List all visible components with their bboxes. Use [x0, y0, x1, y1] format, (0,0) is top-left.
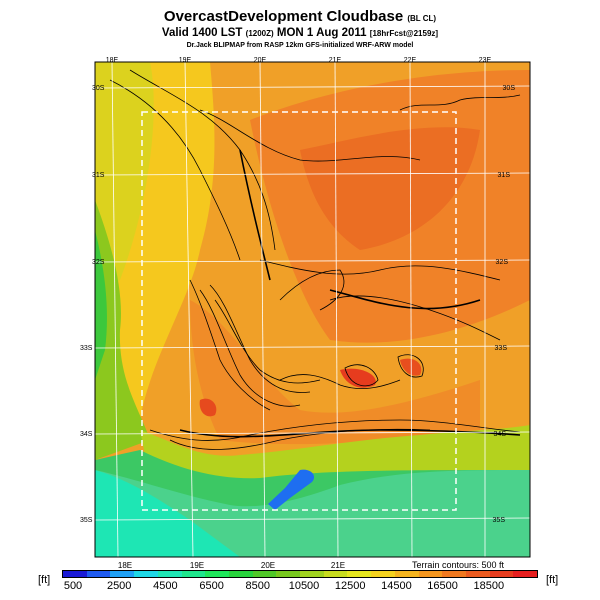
field-yellowgreen-south [140, 425, 530, 485]
inner-domain-box [141, 111, 457, 511]
lat-label-right: 35S [493, 517, 506, 524]
map-title: OvercastDevelopment Cloudbase (BL CL) [0, 8, 600, 25]
field-orange-south [190, 300, 480, 445]
model-description: Dr.Jack BLIPMAP from RASP 12km GFS-initi… [186, 42, 414, 49]
colorbar-unit-left: [ft] [38, 574, 51, 586]
colorbar-label: 14500 [381, 580, 412, 592]
map-frame [94, 61, 531, 558]
field-lightgreen-west [95, 62, 154, 300]
lon-labels-top: 18E 19E 20E 21E 22E 23E [106, 57, 492, 64]
lon-label-top: 23E [479, 57, 492, 64]
colorbar-swatch [86, 571, 111, 577]
colorbar-swatch [513, 571, 538, 577]
field-red-cell-1 [340, 368, 376, 388]
lon-label-bottom: 19E [190, 561, 204, 570]
terrain-contours-note: Terrain contours: 500 ft [411, 560, 504, 570]
colorbar-swatch [63, 571, 87, 577]
colorbar-swatch [181, 571, 206, 577]
colorbar-swatch [252, 571, 277, 577]
lat-label-right: 34S [494, 431, 507, 438]
map-subtitle: Valid 1400 LST (1200Z) MON 1 Aug 2011 [1… [0, 27, 600, 39]
lat-label-right: 32S [496, 259, 509, 266]
lon-label-bottom: 21E [331, 561, 345, 570]
colorbar-label: 8500 [245, 580, 271, 592]
forecast-date: MON 1 Aug 2011 [276, 27, 367, 39]
lat-label-left: 32S [92, 259, 105, 266]
field-blue-spot [268, 469, 315, 510]
lat-label-left: 31S [92, 172, 105, 179]
lat-label-left: 35S [80, 517, 93, 524]
zulu-time: (1200Z) [245, 29, 274, 38]
colorbar-swatch [394, 571, 419, 577]
colorbar-swatch [465, 571, 490, 577]
lat-label-left: 30S [92, 85, 105, 92]
colorbar-swatch [442, 571, 466, 577]
colorbar-swatch [347, 571, 372, 577]
colorbar-swatch [371, 571, 395, 577]
field-cyan-west [95, 470, 240, 557]
lat-label-right: 33S [495, 345, 508, 352]
colorbar-swatch [228, 571, 253, 577]
colorbar-swatch [134, 571, 158, 577]
colorbar-swatch [300, 571, 324, 577]
colorbar-swatch [323, 571, 348, 577]
lon-label-top: 20E [254, 57, 267, 64]
colorbar-unit-right: [ft] [546, 574, 559, 586]
colorbar [62, 570, 538, 578]
title-main: OvercastDevelopment Cloudbase [163, 8, 404, 25]
lon-label-bottom: 18E [118, 561, 132, 570]
field-red-cell-3 [400, 358, 422, 376]
colorbar-label: 6500 [199, 580, 224, 592]
colorbar-label: 18500 [473, 580, 505, 592]
lon-label-top: 19E [179, 57, 192, 64]
lat-label-right: 30S [503, 85, 516, 92]
lat-labels-left: 30S 31S 32S 33S 34S 35S [80, 85, 105, 524]
lat-label-right: 31S [498, 172, 511, 179]
lon-label-top: 21E [329, 57, 342, 64]
field-orange-core [300, 127, 480, 250]
field-darkgreen-coast [95, 230, 107, 380]
colorbar-swatch [205, 571, 229, 577]
lat-label-left: 34S [80, 431, 93, 438]
colorbar-label: 16500 [427, 580, 458, 592]
lat-lon-grid [94, 61, 531, 558]
lon-label-top: 18E [106, 57, 119, 64]
colorbar-swatch [489, 571, 514, 577]
colorbar-swatch [110, 571, 135, 577]
colorbar-label: 2500 [106, 580, 132, 592]
colorbar-label: 10500 [288, 580, 320, 592]
lon-label-bottom: 20E [261, 561, 275, 570]
title-tag: (BL CL) [407, 14, 437, 23]
colorbar-label: 500 [63, 580, 83, 592]
forecast-hour: [18hrFcst@2159z] [369, 29, 439, 38]
field-red-cell-2 [199, 398, 217, 417]
lat-labels-right: 30S 31S 32S 33S 34S 35S [493, 85, 516, 524]
map-field [95, 62, 530, 557]
colorbar-label: 4500 [153, 580, 178, 592]
lon-labels-bottom: 18E 19E 20E 21E [118, 561, 345, 570]
colorbar-swatch [276, 571, 301, 577]
colorbar-swatch [418, 571, 443, 577]
field-green-west [95, 200, 150, 460]
colorbar-swatch [157, 571, 182, 577]
valid-time: Valid 1400 LST [161, 27, 243, 39]
lon-label-top: 22E [404, 57, 417, 64]
lat-label-left: 33S [80, 345, 93, 352]
colorbar-label: 12500 [334, 580, 366, 592]
